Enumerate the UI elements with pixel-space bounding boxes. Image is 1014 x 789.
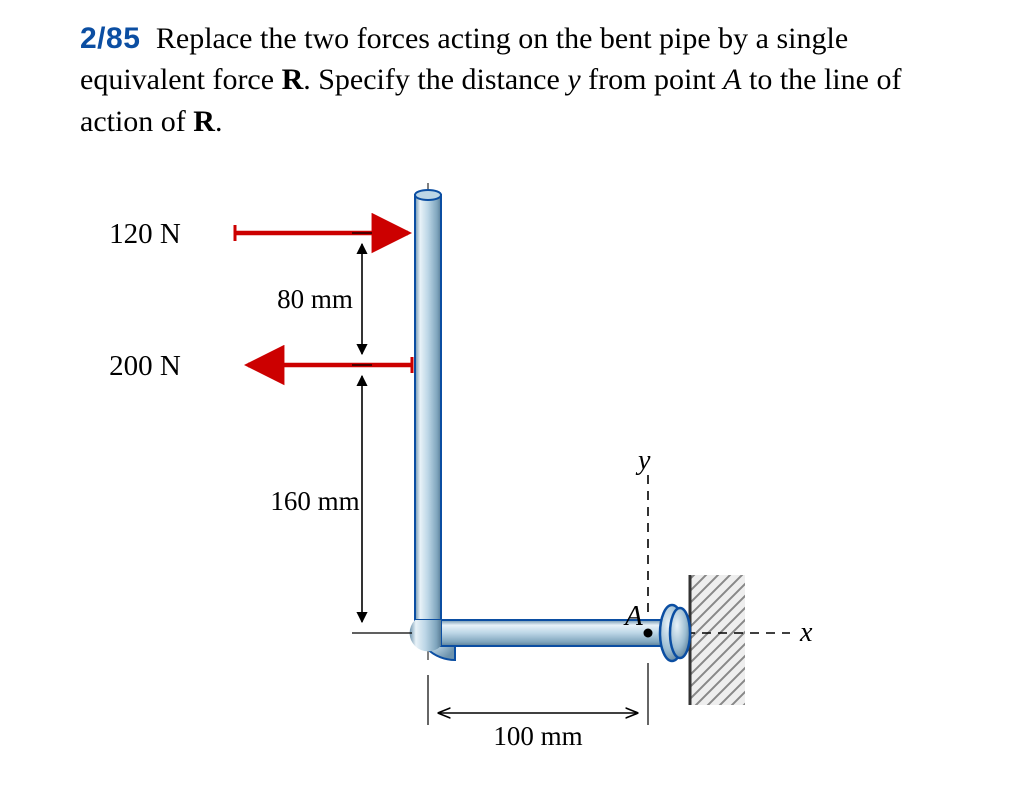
symbol-A: A [723,63,741,96]
force-120N [235,225,408,241]
point-A-marker [644,629,653,638]
dimension-80mm [352,233,372,365]
force-200N [248,357,412,373]
symbol-R: R [282,63,304,96]
dimension-160mm [352,376,412,633]
symbol-y: y [567,63,580,96]
text-frag: . [215,105,223,138]
problem-text: Replace the two forces acting on the ben… [80,22,901,138]
point-A-label: A [623,600,643,632]
y-axis-label: y [635,445,651,476]
figure: 120 N 200 N 80 mm 160 mm 100 mm A x y [0,165,1014,765]
dim-80mm-label: 80 mm [277,284,353,314]
x-axis-label: x [799,617,813,648]
force-200N-label: 200 N [109,350,181,382]
wall-support [690,575,745,705]
symbol-R: R [193,105,215,138]
problem-number: 2/85 [80,22,140,55]
text-frag: from point [581,63,724,96]
dim-160mm-label: 160 mm [270,486,359,516]
force-120N-label: 120 N [109,218,181,250]
dim-100mm-label: 100 mm [493,721,582,751]
dimension-100mm [428,663,648,725]
text-frag: . Specify the distance [303,63,567,96]
problem-statement: 2/85 Replace the two forces acting on th… [80,18,950,142]
